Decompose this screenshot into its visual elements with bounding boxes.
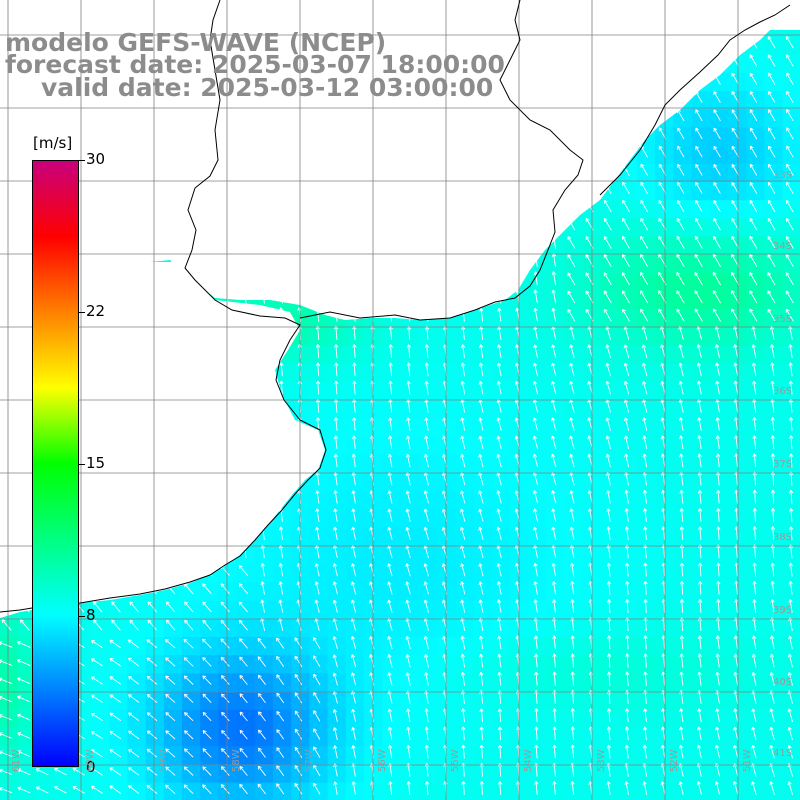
- colorbar-tick-15: 15: [86, 454, 106, 472]
- field-cell: [782, 309, 800, 329]
- lon-label: 60W: [85, 749, 96, 772]
- field-cell: [163, 782, 183, 800]
- colorbar: [32, 160, 79, 767]
- field-cell: [782, 72, 800, 92]
- lat-label: 35S: [773, 314, 793, 325]
- colorbar-tick-mark: [79, 464, 85, 465]
- field-cell: [782, 127, 800, 147]
- colorbar-tick-mark: [79, 616, 85, 617]
- field-cell: [782, 109, 800, 128]
- lat-label: 37S: [773, 459, 793, 470]
- colorbar-tick-mark: [79, 160, 85, 161]
- field-cell: [782, 382, 800, 401]
- field-cell: [127, 782, 147, 800]
- field-cell: [91, 782, 110, 800]
- field-cell: [782, 345, 800, 365]
- lat-label: 40S: [773, 677, 793, 688]
- field-cell: [782, 291, 800, 310]
- field-cell: [54, 782, 74, 800]
- field-cell: [782, 218, 800, 238]
- field-cell: [36, 782, 56, 800]
- colorbar-tick-mark: [79, 312, 85, 313]
- field-cell: [291, 782, 310, 800]
- field-cell: [782, 254, 800, 274]
- field-cell: [782, 764, 800, 784]
- field-cell: [782, 163, 800, 183]
- lon-label: 59W: [158, 749, 169, 772]
- field-cell: [109, 782, 128, 800]
- field-cell: [782, 182, 800, 201]
- title-valid-date: valid date: 2025-03-12 03:00:00: [41, 73, 494, 102]
- field-cell: [254, 782, 274, 800]
- lat-label: 34S: [773, 241, 793, 252]
- colorbar-tick-8: 8: [86, 606, 96, 624]
- lon-label: 55W: [450, 749, 461, 772]
- colorbar-tick-22: 22: [86, 302, 106, 320]
- field-cell: [782, 709, 800, 729]
- lon-label: 51W: [742, 749, 753, 772]
- lon-label: 56W: [377, 749, 388, 772]
- field-cell: [782, 618, 800, 638]
- field-cell: [782, 655, 800, 674]
- lat-label: 41S: [773, 748, 793, 759]
- field-cell: [72, 782, 92, 800]
- field-cell: [782, 36, 800, 56]
- field-cell: [782, 236, 800, 256]
- lon-label: 58W: [231, 749, 242, 772]
- field-cell: [782, 746, 800, 765]
- lon-label: 54W: [523, 749, 534, 772]
- field-cell: [782, 145, 800, 165]
- lat-label: 33S: [773, 170, 793, 181]
- field-cell: [782, 327, 800, 347]
- lat-label: 38S: [773, 532, 793, 543]
- field-cell: [782, 273, 800, 292]
- field-cell: [0, 782, 19, 800]
- field-cell: [782, 91, 800, 110]
- lon-label: 61W: [11, 749, 22, 772]
- lon-label: 57W: [304, 749, 315, 772]
- field-cell: [782, 691, 800, 711]
- colorbar-tick-30: 30: [86, 150, 106, 168]
- lat-label: 36S: [773, 386, 793, 397]
- field-cell: [309, 782, 329, 800]
- lon-label: 53W: [596, 749, 607, 772]
- field-cell: [145, 782, 165, 800]
- colorbar-unit: [m/s]: [33, 134, 73, 152]
- lon-label: 52W: [669, 749, 680, 772]
- lat-label: 39S: [773, 605, 793, 616]
